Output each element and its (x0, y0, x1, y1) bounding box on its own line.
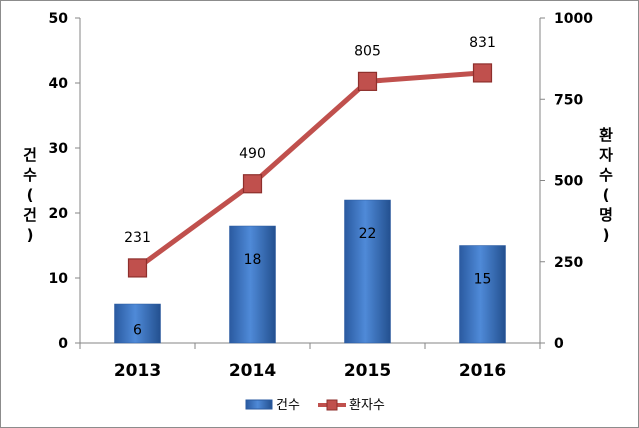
axis-title-glyph: 자 (599, 146, 613, 164)
bar (114, 303, 161, 344)
legend-bar-label: 건수 (276, 398, 300, 413)
legend-bar-swatch (245, 399, 273, 410)
y-right-tick-label: 1000 (554, 11, 593, 27)
data-labels: 6 18 22 15 231 490 805 831 (124, 35, 496, 339)
bar (459, 245, 506, 344)
line-point-marker (127, 258, 148, 278)
legend-line-label: 환자수 (349, 398, 385, 413)
axis-title-glyph: 환 (599, 126, 613, 144)
line-data-label: 490 (239, 146, 266, 162)
line-data-label: 231 (124, 230, 151, 246)
axis-title-glyph: ( (603, 186, 610, 204)
y-left-tick-label: 30 (49, 141, 69, 157)
bar (229, 225, 276, 344)
bar-data-label: 6 (133, 323, 142, 339)
line-point-marker (472, 63, 493, 83)
bar (344, 199, 391, 344)
line-path (136, 70, 483, 270)
y-right-tick-label: 0 (554, 336, 564, 352)
axis-title-glyph: 수 (599, 166, 613, 184)
line-point-marker (357, 71, 378, 91)
legend: 건수 환자수 (245, 398, 385, 413)
legend-line-marker (326, 399, 338, 411)
x-tick-label: 2013 (114, 361, 161, 381)
axis-title-glyph: ( (27, 186, 34, 204)
y-right-axis-title: 환 자 수 ( 명) (599, 126, 613, 244)
y-left-tick-label: 20 (49, 206, 69, 222)
line-data-label: 831 (469, 35, 496, 51)
line-series (127, 63, 493, 278)
axis-title-glyph: 건 (23, 146, 37, 164)
x-tick-label: 2014 (229, 361, 276, 381)
axis-title-glyph: 명 (599, 206, 613, 224)
y-left-tick-label: 50 (49, 11, 69, 27)
bar-data-label: 18 (244, 252, 262, 268)
bar-data-label: 15 (474, 272, 492, 288)
y-right-tick-label: 750 (554, 92, 583, 108)
axis-title-glyph: ) (603, 226, 610, 244)
y-left-axis-title: 건 수(건) (23, 146, 37, 244)
line-point-marker (242, 174, 263, 194)
y-left-tick-label: 40 (49, 76, 69, 92)
bar-series (114, 199, 506, 344)
y-left-tick-label: 10 (49, 271, 69, 287)
y-left-tick-label: 0 (58, 336, 68, 352)
y-right-tick-label: 250 (554, 255, 583, 271)
x-tick-label: 2016 (459, 361, 506, 381)
line-data-label: 805 (354, 43, 381, 59)
axis-title-glyph: 수 (23, 166, 37, 184)
x-tick-label: 2015 (344, 361, 391, 381)
axis-title-glyph: ) (27, 226, 34, 244)
bar-data-label: 22 (359, 226, 377, 242)
axis-title-glyph: 건 (23, 206, 37, 224)
y-right-tick-label: 500 (554, 174, 583, 190)
